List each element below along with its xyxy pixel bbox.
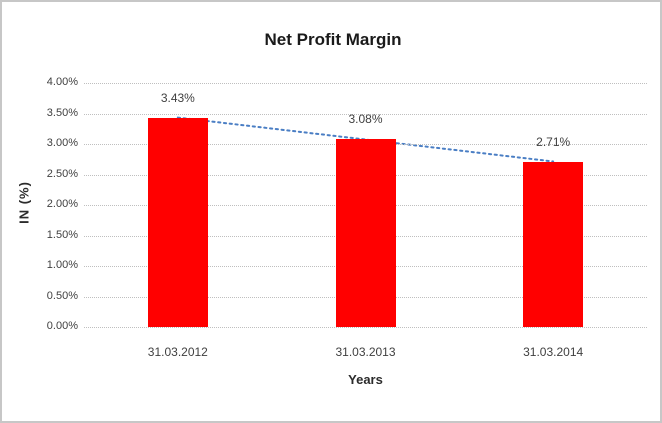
plot-area: 3.43% 3.08% 2.71% — [84, 83, 647, 328]
gridline — [84, 113, 647, 115]
gridline — [84, 327, 647, 328]
bar — [523, 161, 584, 327]
y-tick-label: 3.50% — [46, 106, 78, 119]
y-tick-label: 4.00% — [46, 76, 78, 88]
x-tick-label: 31.03.2012 — [147, 345, 208, 359]
trendline-layer — [176, 116, 555, 163]
trendline — [176, 116, 555, 163]
bar-data-label: 3.43% — [160, 90, 195, 105]
x-axis-title: Years — [348, 372, 383, 387]
y-tick-label: 2.00% — [46, 198, 78, 210]
bar — [335, 139, 396, 327]
bar — [147, 117, 208, 327]
y-tick-label: 1.00% — [46, 259, 78, 271]
bar-data-label: 2.71% — [536, 134, 571, 149]
y-tick-label: 1.50% — [46, 228, 78, 241]
x-tick-label: 31.03.2014 — [523, 345, 584, 359]
y-tick-label: 0.50% — [46, 289, 78, 302]
y-tick-label: 3.00% — [46, 137, 78, 149]
bar-data-label: 3.08% — [348, 112, 383, 127]
y-tick-label: 0.00% — [46, 320, 78, 332]
y-axis-ticks: 0.00% 0.50% 1.00% 1.50% 2.00% 2.50% 3.00% 3.50%… — [26, 76, 78, 332]
gridline — [84, 83, 647, 84]
x-axis-ticks: 31.03.2012 31.03.2013 31.03.2014 — [84, 345, 647, 361]
x-tick-label: 31.03.2013 — [335, 345, 396, 359]
chart-title: Net Profit Margin — [264, 30, 402, 49]
y-tick-label: 2.50% — [46, 167, 78, 180]
